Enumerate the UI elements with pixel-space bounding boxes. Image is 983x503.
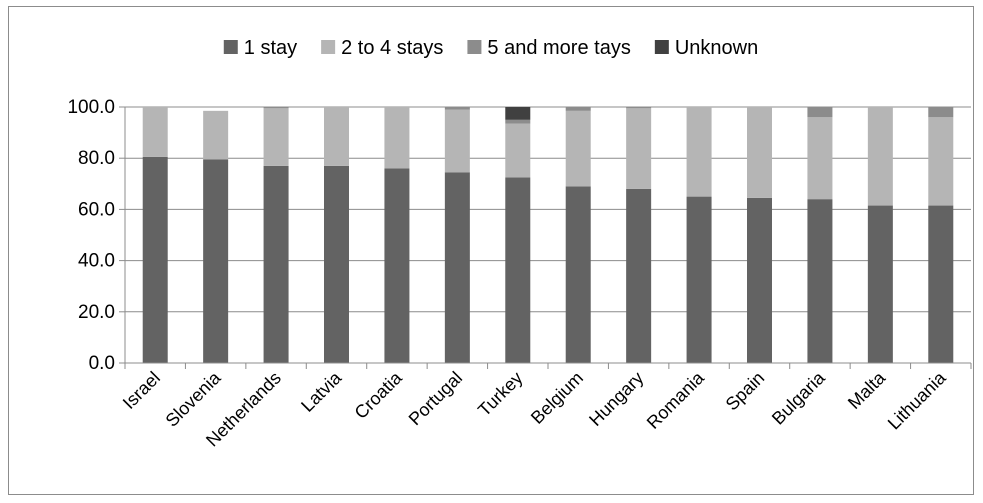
bar-belgium-5-and-more-tays xyxy=(565,107,591,111)
bar-croatia-2-to-4-stays xyxy=(384,107,410,169)
legend-swatch-2-to-4-stays xyxy=(321,40,336,54)
x-label-latvia: Latvia xyxy=(297,367,346,416)
bar-lithuania-5-and-more-tays xyxy=(928,107,954,118)
bar-romania-1-stay xyxy=(686,196,712,363)
bar-bulgaria-1-stay xyxy=(807,199,833,363)
x-label-lithuania: Lithuania xyxy=(884,367,951,434)
bar-bulgaria-2-to-4-stays xyxy=(807,117,833,200)
bar-netherlands-5-and-more-tays xyxy=(263,107,289,109)
legend-label-1-stay: 1 stay xyxy=(244,37,297,59)
x-label-spain: Spain xyxy=(722,368,769,415)
legend-label-5-and-more-tays: 5 and more tays xyxy=(487,37,630,59)
x-label-portugal: Portugal xyxy=(405,368,467,430)
x-label-croatia: Croatia xyxy=(351,367,407,423)
legend-swatch-1-stay xyxy=(223,40,238,54)
bar-slovenia-1-stay xyxy=(203,159,229,363)
bars xyxy=(142,107,954,363)
bar-romania-2-to-4-stays xyxy=(686,107,712,197)
bar-slovenia-2-to-4-stays xyxy=(203,110,229,160)
x-label-belgium: Belgium xyxy=(527,368,587,428)
y-tick-label-2: 40.0 xyxy=(78,251,115,272)
x-label-israel: Israel xyxy=(119,368,164,413)
bar-bulgaria-5-and-more-tays xyxy=(807,107,833,118)
y-tick-label-3: 60.0 xyxy=(78,199,115,220)
bar-belgium-1-stay xyxy=(565,186,591,363)
x-label-slovenia: Slovenia xyxy=(162,367,226,431)
bar-portugal-5-and-more-tays xyxy=(444,107,470,110)
bar-hungary-2-to-4-stays xyxy=(626,108,652,189)
bar-netherlands-1-stay xyxy=(263,165,289,363)
legend-swatch-unknown xyxy=(654,40,669,54)
legend-label-unknown: Unknown xyxy=(675,37,758,59)
bar-turkey-1-stay xyxy=(505,177,531,363)
chart-frame: 1 stay 2 to 4 stays 5 and more tays Unknown… xyxy=(8,6,974,495)
x-label-bulgaria: Bulgaria xyxy=(768,367,830,429)
legend-swatch-5-and-more-tays xyxy=(467,40,482,54)
bar-lithuania-1-stay xyxy=(928,205,954,363)
bar-turkey-5-and-more-tays xyxy=(505,119,531,124)
bar-belgium-2-to-4-stays xyxy=(565,110,591,187)
y-tick-label-1: 20.0 xyxy=(78,302,115,323)
bar-turkey-unknown xyxy=(505,107,531,120)
x-label-hungary: Hungary xyxy=(585,368,647,430)
legend-label-2-to-4-stays: 2 to 4 stays xyxy=(341,37,443,59)
bar-spain-2-to-4-stays xyxy=(747,107,772,198)
x-label-romania: Romania xyxy=(643,367,709,433)
bar-latvia-2-to-4-stays xyxy=(324,107,349,166)
bar-malta-2-to-4-stays xyxy=(867,107,893,206)
bar-portugal-2-to-4-stays xyxy=(444,109,470,173)
bar-lithuania-2-to-4-stays xyxy=(928,117,954,206)
bar-israel-1-stay xyxy=(142,156,168,363)
bar-latvia-1-stay xyxy=(324,165,349,363)
y-tick-label-5: 100.0 xyxy=(67,97,115,118)
legend: 1 stay 2 to 4 stays 5 and more tays Unknown xyxy=(223,37,758,59)
bar-hungary-1-stay xyxy=(626,188,652,363)
bar-malta-1-stay xyxy=(867,205,893,363)
y-axis: 0.0 20.0 40.0 60.0 80.0 100.0 xyxy=(67,97,126,374)
bar-netherlands-2-to-4-stays xyxy=(263,108,289,166)
y-tick-label-0: 0.0 xyxy=(89,353,115,374)
x-label-malta: Malta xyxy=(844,367,890,413)
y-tick-label-4: 80.0 xyxy=(78,148,115,169)
gridlines xyxy=(125,106,971,364)
stacked-bar-chart: 1 stay 2 to 4 stays 5 and more tays Unknown… xyxy=(67,37,972,450)
bar-spain-1-stay xyxy=(747,197,772,363)
bar-turkey-2-to-4-stays xyxy=(505,123,531,178)
bar-israel-2-to-4-stays xyxy=(142,107,168,157)
bar-hungary-5-and-more-tays xyxy=(626,107,652,109)
x-label-turkey: Turkey xyxy=(474,368,527,421)
bar-croatia-1-stay xyxy=(384,168,410,363)
bar-portugal-1-stay xyxy=(444,172,470,363)
